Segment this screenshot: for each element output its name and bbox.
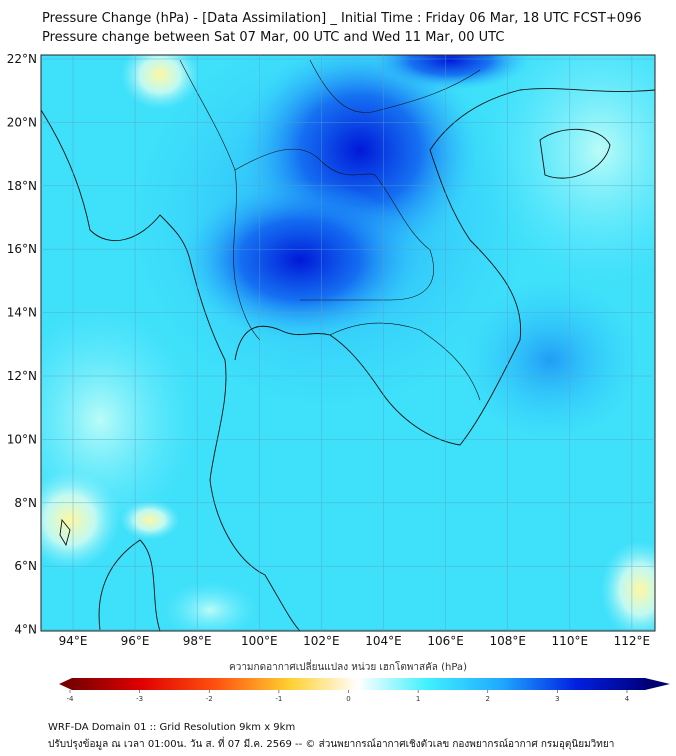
chart-title: Pressure Change (hPa) - [Data Assimilati…: [42, 11, 642, 26]
colorbar-max-arrow: [645, 678, 670, 690]
lon-label: 112°E: [614, 634, 651, 648]
colorbar-tick-label: 3: [555, 695, 559, 703]
lon-label: 98°E: [183, 634, 212, 648]
colorbar-tick-label: -3: [136, 695, 143, 703]
lon-label: 106°E: [427, 634, 464, 648]
lon-label: 102°E: [303, 634, 340, 648]
lat-label: 14°N: [7, 306, 37, 320]
lat-label: 6°N: [14, 559, 37, 573]
lon-label: 94°E: [59, 634, 88, 648]
colorbar-gradient: [72, 678, 645, 690]
lon-label: 100°E: [241, 634, 278, 648]
lat-label: 20°N: [7, 115, 37, 129]
gridlines: [41, 55, 655, 631]
colorbar-tick-label: -4: [67, 695, 75, 703]
colorbar-tick-label: 0: [346, 695, 350, 703]
colorbar-tick-label: 1: [416, 695, 420, 703]
lat-label: 12°N: [7, 369, 37, 383]
colorbar-tick-label: 4: [625, 695, 630, 703]
colorbar-tick-label: -1: [275, 695, 282, 703]
lat-label: 4°N: [14, 623, 37, 637]
colorbar-title: ความกดอากาศเปลี่ยนแปลง หน่วย เฮกโตพาสคัล…: [229, 662, 467, 673]
lat-label: 18°N: [7, 179, 37, 193]
colorbar-tick-label: -2: [206, 695, 213, 703]
footer-update-info: ปรับปรุงข้อมูล ณ เวลา 01:00น. วัน ส. ที่…: [48, 739, 615, 750]
lon-label: 108°E: [489, 634, 526, 648]
lat-label: 8°N: [14, 496, 37, 510]
colorbar-min-arrow: [59, 678, 72, 690]
lon-label: 110°E: [552, 634, 589, 648]
lon-label: 96°E: [121, 634, 150, 648]
colorbar-tick-label: 2: [486, 695, 490, 703]
colorbar: -4 -3 -2 -1 0 1 2 3 4: [59, 678, 670, 703]
lat-label: 16°N: [7, 242, 37, 256]
lat-label: 22°N: [7, 52, 37, 66]
pressure-field: [41, 55, 655, 631]
borders: [179, 59, 481, 401]
lon-label: 104°E: [365, 634, 402, 648]
chart-subtitle: Pressure change between Sat 07 Mar, 00 U…: [42, 30, 505, 45]
coastlines: [41, 88, 655, 631]
lat-label: 10°N: [7, 432, 37, 446]
plot-frame: [40, 54, 656, 632]
footer-model-info: WRF-DA Domain 01 :: Grid Resolution 9km …: [48, 722, 296, 733]
